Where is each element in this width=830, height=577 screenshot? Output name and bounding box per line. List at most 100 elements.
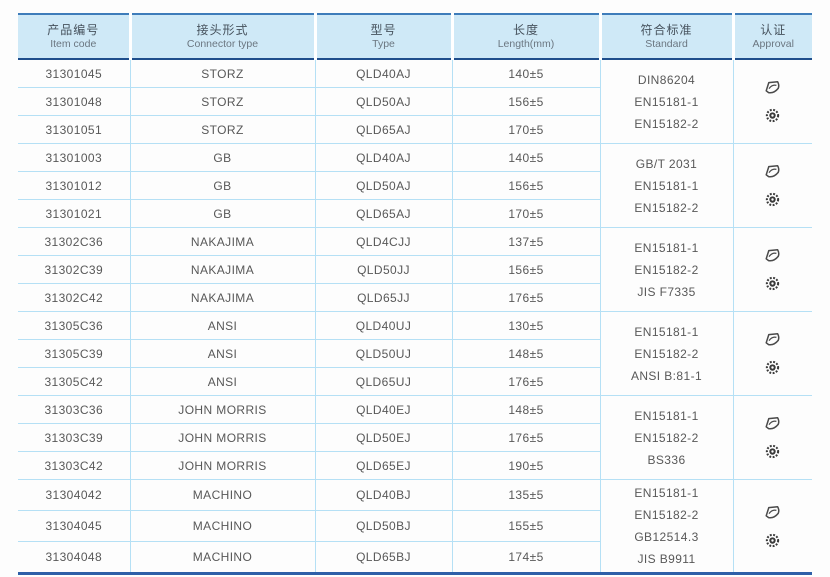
connector-type-cell: MACHINO (129, 510, 315, 542)
standard-line: JIS B9911 (637, 552, 696, 566)
item-code-cell: 31302C36 (18, 227, 130, 256)
table-row: 31302C42 NAKAJIMA QLD65JJ 176±5 (18, 283, 812, 312)
item-code-cell: 31301051 (18, 115, 130, 144)
connector-type-cell: GB (129, 171, 315, 200)
item-code-cell: 31305C39 (18, 339, 130, 368)
item-code-cell: 31301021 (18, 199, 130, 228)
certification-seal-icon (766, 444, 780, 459)
item-code-cell: 31304045 (18, 510, 130, 542)
type-cell: QLD40EJ (314, 395, 452, 424)
standard-cell: EN15181-1 EN15182-2 ANSI B:81-1 (599, 311, 733, 396)
table-row: 31303C42 JOHN MORRIS QLD65EJ 190±5 (18, 451, 812, 480)
standard-cell: GB/T 2031 EN15181-1 EN15182-2 (599, 143, 733, 228)
approval-cell (732, 311, 813, 396)
table-row: 31303C36 JOHN MORRIS QLD40EJ 148±5 EN151… (18, 395, 812, 480)
length-cell: 170±5 (451, 115, 600, 144)
header-approval: 认证 Approval (731, 14, 812, 60)
approval-icons (734, 332, 813, 375)
header-standard-en: Standard (645, 37, 688, 50)
header-length-zh: 长度 (512, 22, 539, 37)
connector-type-cell: STORZ (129, 59, 315, 88)
connector-type-cell: NAKAJIMA (129, 283, 315, 312)
length-cell: 130±5 (451, 311, 600, 340)
header-standard-zh: 符合标准 (640, 22, 693, 37)
type-cell: QLD40AJ (314, 59, 452, 88)
certification-logo-icon (765, 249, 780, 262)
length-cell: 137±5 (451, 227, 600, 256)
connector-type-cell: NAKAJIMA (129, 227, 315, 256)
type-cell: QLD40AJ (314, 143, 452, 172)
length-cell: 176±5 (451, 367, 600, 396)
connector-type-cell: ANSI (129, 339, 315, 368)
connector-type-cell: JOHN MORRIS (129, 395, 315, 424)
type-cell: QLD40BJ (314, 479, 452, 511)
standard-line: EN15181-1 (634, 324, 699, 339)
certification-logo-icon (765, 417, 780, 430)
product-table-body: 31301045 STORZ QLD40AJ 140±5 DIN86204 EN1… (18, 59, 812, 575)
item-code-cell: 31301012 (18, 171, 130, 200)
type-cell: QLD50JJ (314, 255, 452, 284)
connector-type-cell: NAKAJIMA (129, 255, 315, 284)
approval-cell (732, 395, 812, 480)
standard-line: EN15182-2 (634, 346, 699, 361)
catalog-page: 产品编号 Item code 接头形式 Connector type 型号 Ty… (18, 13, 812, 575)
item-code-cell: 31303C36 (18, 395, 130, 424)
length-cell: 155±5 (451, 510, 600, 542)
length-cell: 156±5 (451, 171, 600, 200)
approval-icons (734, 164, 813, 207)
header-standard: 符合标准 Standard (598, 14, 733, 60)
standard-line: DIN86204 (637, 72, 696, 87)
approval-cell (732, 479, 812, 574)
item-code-cell: 31301048 (18, 87, 130, 116)
item-code-cell: 31304042 (18, 479, 130, 511)
length-cell: 176±5 (451, 283, 600, 312)
length-cell: 140±5 (451, 59, 600, 88)
standard-line: ANSI B:81-1 (630, 368, 703, 383)
table-header: 产品编号 Item code 接头形式 Connector type 型号 Ty… (18, 14, 812, 60)
connector-type-cell: STORZ (129, 115, 315, 144)
item-code-cell: 31304048 (18, 541, 130, 575)
type-cell: QLD40UJ (314, 311, 452, 340)
standard-line: GB/T 2031 (635, 156, 698, 171)
table-row: 31305C36 ANSI QLD40UJ 130±5 EN15181-1 EN1… (18, 311, 812, 396)
item-code-cell: 31303C42 (18, 451, 130, 480)
certification-logo-icon (765, 165, 780, 178)
approval-cell (732, 143, 813, 228)
type-cell: QLD50AJ (314, 171, 452, 200)
standard-line: EN15181-1 (634, 178, 699, 193)
table-row: 31301003 GB QLD40AJ 140±5 GB/T 2031 EN151… (18, 143, 812, 228)
connector-type-cell: GB (129, 199, 315, 228)
connector-type-cell: STORZ (129, 87, 315, 116)
standard-line: EN15182-2 (634, 262, 699, 277)
standard-line: EN15181-1 (634, 486, 699, 500)
table-row: 31301021 GB QLD65AJ 170±5 (18, 199, 812, 228)
table-row: 31304048 MACHINO QLD65BJ 174±5 (18, 541, 812, 575)
header-length: 长度 Length(mm) (450, 14, 600, 60)
standard-line: EN15181-1 (634, 94, 699, 109)
standard-line: EN15182-2 (634, 116, 699, 131)
header-item-code: 产品编号 Item code (18, 14, 130, 60)
type-cell: QLD65JJ (314, 283, 452, 312)
table-row: 31301045 STORZ QLD40AJ 140±5 DIN86204 EN1… (18, 59, 812, 144)
approval-icons (734, 80, 813, 123)
connector-type-cell: JOHN MORRIS (129, 451, 315, 480)
table-row: 31302C36 NAKAJIMA QLD4CJJ 137±5 EN15181-… (18, 227, 812, 312)
product-table: 产品编号 Item code 接头形式 Connector type 型号 Ty… (18, 13, 812, 575)
length-cell: 174±5 (451, 541, 600, 575)
item-code-cell: 31305C42 (18, 367, 130, 396)
header-row: 产品编号 Item code 接头形式 Connector type 型号 Ty… (18, 14, 812, 60)
type-cell: QLD4CJJ (314, 227, 452, 256)
certification-seal-icon (766, 192, 780, 207)
standard-line: EN15181-1 (634, 408, 699, 423)
header-type: 型号 Type (313, 14, 452, 60)
header-item-code-zh: 产品编号 (47, 22, 100, 37)
table-row: 31304042 MACHINO QLD40BJ 135±5 EN15181-1… (18, 479, 812, 574)
type-cell: QLD65AJ (314, 115, 452, 144)
connector-type-cell: MACHINO (129, 479, 315, 511)
certification-seal-icon (766, 533, 780, 547)
standard-line: JIS F7335 (637, 284, 696, 299)
item-code-cell: 31302C42 (18, 283, 130, 312)
type-cell: QLD50AJ (314, 87, 452, 116)
item-code-cell: 31303C39 (18, 423, 130, 452)
length-cell: 190±5 (451, 451, 600, 480)
